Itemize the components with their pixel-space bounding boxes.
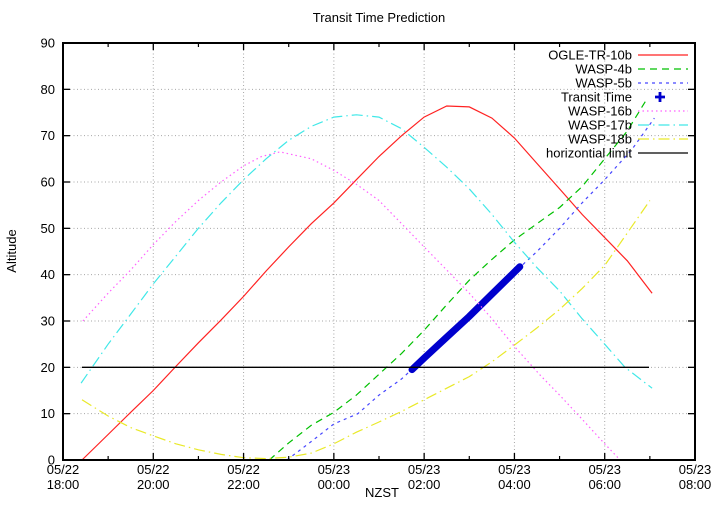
- legend-label: horizontial limit: [546, 146, 632, 161]
- legend-item-wasp-18b: WASP-18b: [568, 132, 688, 147]
- series-transit-time: [408, 263, 524, 374]
- y-tick-label: 30: [41, 314, 55, 329]
- x-tick-label-time: 02:00: [408, 477, 441, 492]
- x-tick-label-date: 05/23: [588, 462, 621, 477]
- x-tick-label-date: 05/23: [679, 462, 712, 477]
- y-tick-label: 80: [41, 82, 55, 97]
- legend-item-wasp-4b: WASP-4b: [575, 62, 688, 77]
- legend-label: Transit Time: [561, 90, 632, 105]
- series-wasp-16b: [82, 151, 621, 461]
- x-tick-label-date: 05/22: [227, 462, 260, 477]
- chart-title: Transit Time Prediction: [313, 10, 445, 25]
- y-tick-label: 20: [41, 360, 55, 375]
- y-tick-label: 90: [41, 36, 55, 51]
- legend-label: WASP-4b: [575, 62, 632, 77]
- y-tick-label: 50: [41, 221, 55, 236]
- x-tick-label-time: 22:00: [227, 477, 260, 492]
- legend-label: WASP-17b: [568, 118, 632, 133]
- legend-item-ogle-tr-10b: OGLE-TR-10b: [548, 48, 688, 63]
- series-ogle-tr-10b: [81, 105, 653, 461]
- x-tick-label-date: 05/22: [137, 462, 170, 477]
- tick-labels: 05/2218:0005/2220:0005/2222:0005/2300:00…: [41, 36, 712, 493]
- legend-label: WASP-18b: [568, 132, 632, 147]
- series-wasp-5b: [286, 117, 655, 461]
- y-tick-label: 0: [48, 453, 55, 468]
- legend-label: OGLE-TR-10b: [548, 48, 632, 63]
- legend-item-wasp-16b: WASP-16b: [568, 104, 688, 119]
- x-axis-label: NZST: [365, 485, 399, 500]
- series-curves: [80, 98, 655, 461]
- series-wasp-4b: [268, 98, 648, 461]
- x-tick-label-date: 05/23: [498, 462, 531, 477]
- legend-item-wasp-17b: WASP-17b: [568, 118, 688, 133]
- y-tick-label: 10: [41, 406, 55, 421]
- x-tick-label-time: 04:00: [498, 477, 531, 492]
- x-tick-label-date: 05/23: [318, 462, 351, 477]
- y-tick-label: 70: [41, 128, 55, 143]
- axes-and-ticks: [62, 42, 696, 461]
- series-wasp-18b: [81, 200, 651, 460]
- legend-item-transit-time: Transit Time: [561, 90, 665, 105]
- legend-label: WASP-16b: [568, 104, 632, 119]
- legend-item-wasp-5b: WASP-5b: [575, 76, 688, 91]
- legend-plus-marker: [655, 92, 665, 102]
- x-tick-label-date: 05/23: [408, 462, 441, 477]
- x-tick-label-time: 00:00: [318, 477, 351, 492]
- y-tick-label: 60: [41, 175, 55, 190]
- y-axis-label: Altitude: [4, 229, 19, 272]
- x-tick-label-time: 18:00: [47, 477, 80, 492]
- x-tick-label-time: 08:00: [679, 477, 712, 492]
- x-tick-label-time: 20:00: [137, 477, 170, 492]
- legend-label: WASP-5b: [575, 76, 632, 91]
- x-tick-label-time: 06:00: [588, 477, 621, 492]
- series-wasp-17b: [80, 114, 653, 389]
- x-tick-label-date: 05/22: [47, 462, 80, 477]
- legend-item-horizontial-limit: horizontial limit: [546, 146, 688, 161]
- y-tick-label: 40: [41, 267, 55, 282]
